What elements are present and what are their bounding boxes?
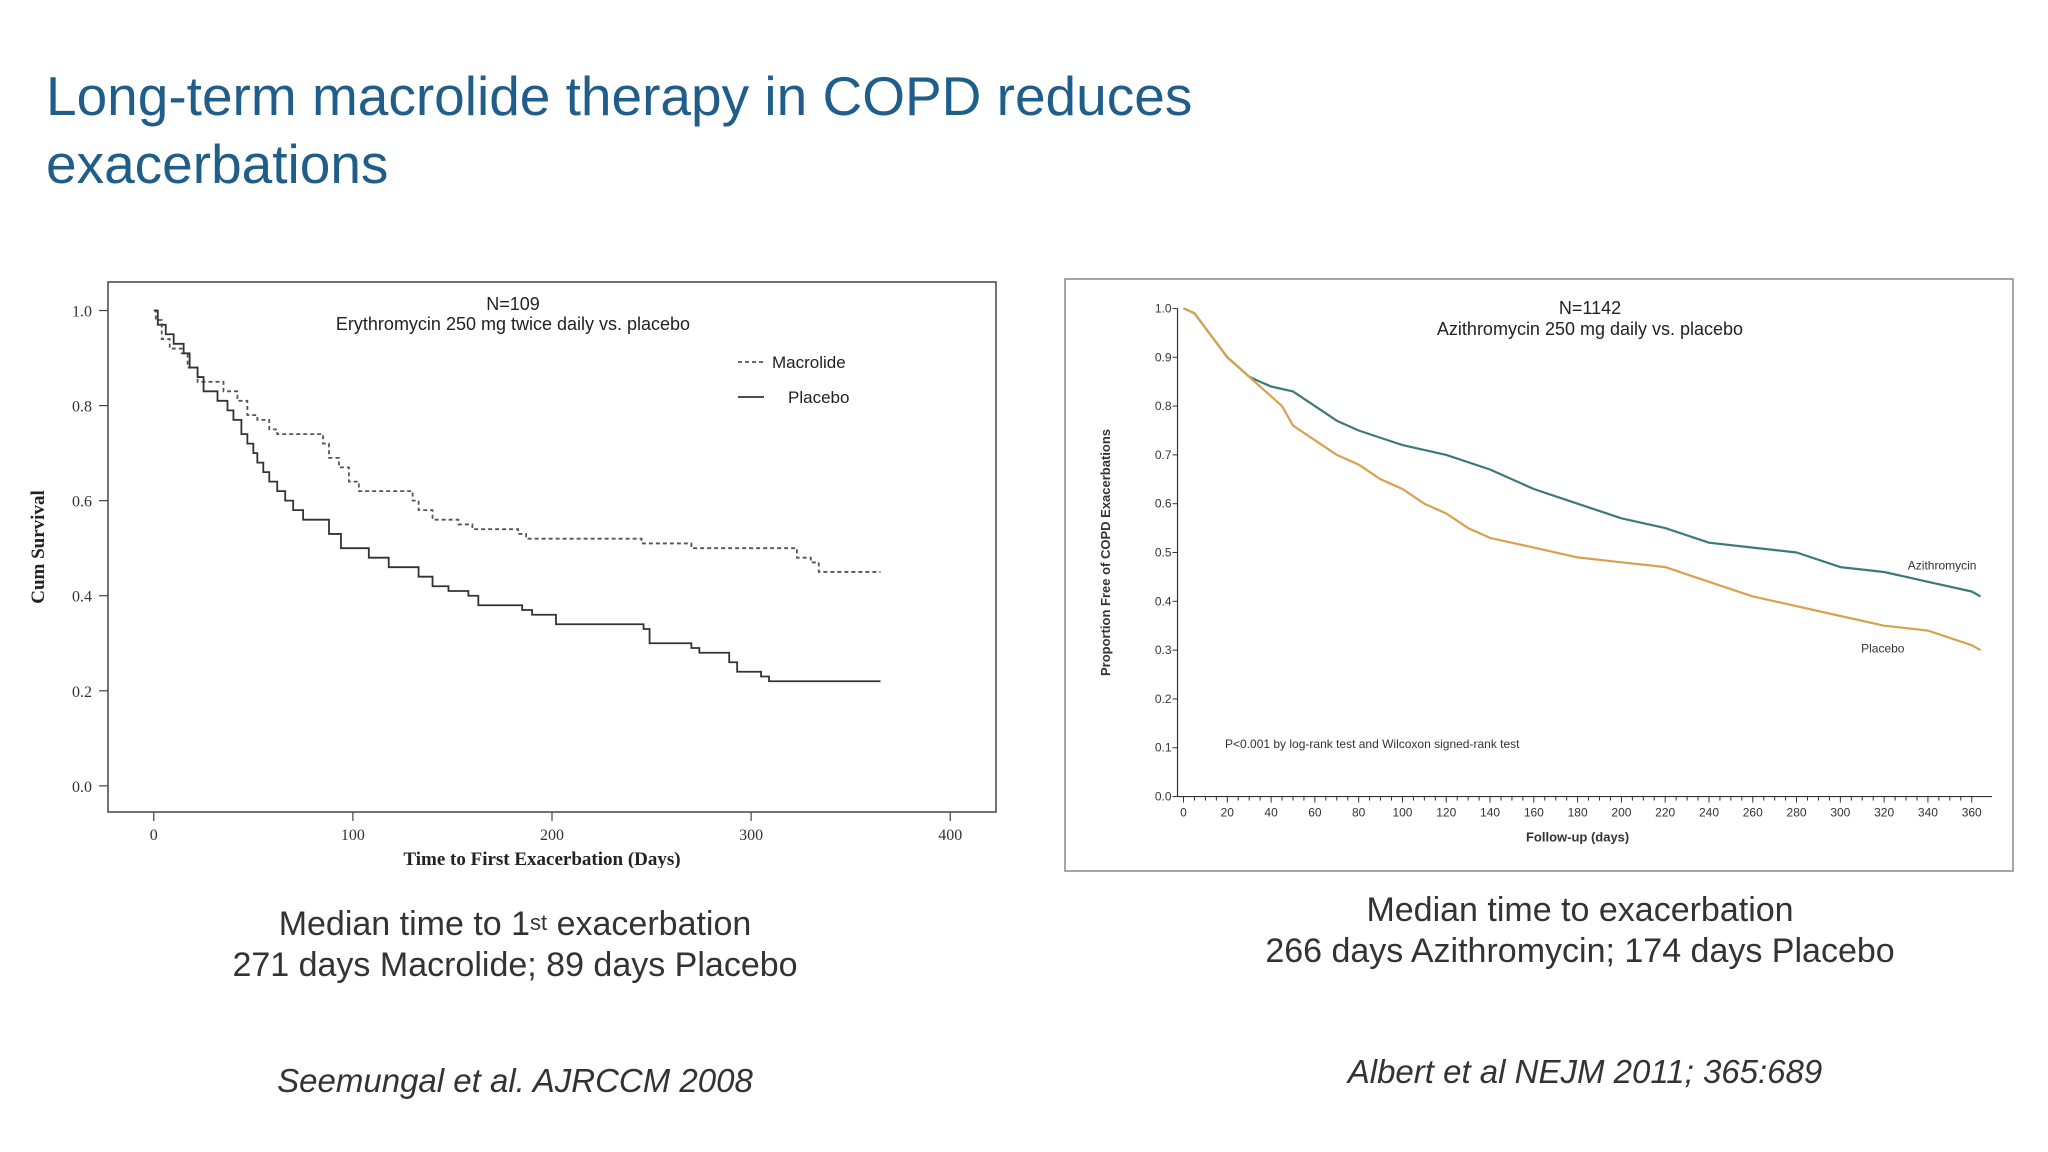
p-value-annotation: P<0.001 by log-rank test and Wilcoxon si…	[1225, 737, 1520, 751]
y-tick-label: 0.5	[1155, 546, 1172, 560]
y-tick-label: 0.4	[1155, 594, 1172, 608]
x-tick-label: 0	[150, 827, 158, 844]
x-tick-label: 320	[1874, 806, 1894, 820]
x-tick-label: 60	[1308, 806, 1322, 820]
x-tick-label: 400	[938, 827, 962, 844]
x-tick-label: 80	[1352, 806, 1366, 820]
right-citation: Albert et al NEJM 2011; 365:689	[1347, 1053, 1823, 1090]
page-title: Long-term macrolide therapy in COPD redu…	[46, 65, 1193, 195]
left-caption: Median time to 1st exacerbation 271 days…	[150, 904, 880, 986]
y-tick-label: 0.0	[72, 779, 92, 796]
erythromycin-survival-chart: 0.0 0.2 0.4 0.6 0.8 1.0 0 100 200 300 400 Time to F…	[20, 268, 1000, 870]
y-tick-label: 0.0	[1155, 790, 1172, 804]
x-tick-label: 20	[1221, 806, 1235, 820]
x-axis-label: Follow-up (days)	[1526, 830, 1629, 845]
plot-frame	[107, 281, 997, 813]
y-tick-label: 0.6	[72, 494, 92, 511]
azithromycin-survival-chart: 0.0 0.1 0.2 0.3 0.4 0.5 0.6 0.7 0.8 0.9 1.0 0 20 40 60…	[1064, 278, 2014, 872]
chart-title: N=109	[486, 294, 540, 314]
right-caption: Median time to exacerbation 266 days Azi…	[1160, 890, 2000, 972]
x-tick-label: 340	[1918, 806, 1938, 820]
x-tick-label: 40	[1264, 806, 1278, 820]
legend-label: Macrolide	[772, 353, 846, 372]
y-tick-label: 0.9	[1155, 350, 1172, 364]
series-line-placebo	[1183, 307, 1982, 652]
legend-label: Placebo	[788, 388, 849, 407]
right-caption-line2: 266 days Azithromycin; 174 days Placebo	[1265, 932, 1895, 970]
y-tick-label: 0.4	[72, 589, 92, 606]
left-caption-line2: 271 days Macrolide; 89 days Placebo	[232, 946, 798, 984]
y-tick-label: 0.2	[1155, 692, 1172, 706]
chart-title: N=1142	[1559, 298, 1621, 318]
x-axis-label: Time to First Exacerbation (Days)	[403, 849, 680, 868]
x-tick-label: 100	[341, 827, 365, 844]
left-caption-superscript: st	[530, 910, 548, 935]
series-label: Azithromycin	[1908, 559, 1977, 573]
left-citation: Seemungal et al. AJRCCM 2008	[277, 1062, 753, 1099]
x-tick-label: 280	[1787, 806, 1807, 820]
x-tick-label: 360	[1962, 806, 1982, 820]
y-tick-label: 0.2	[72, 684, 92, 701]
chart-subtitle: Azithromycin 250 mg daily vs. placebo	[1437, 319, 1743, 339]
left-caption-line1-suffix: exacerbation	[547, 905, 752, 943]
series-line-placebo	[153, 309, 881, 683]
y-tick-label: 0.8	[72, 399, 92, 416]
x-tick-label: 240	[1699, 806, 1719, 820]
y-tick-label: 0.1	[1155, 741, 1172, 755]
azithromycin-chart-svg: 0.0 0.1 0.2 0.3 0.4 0.5 0.6 0.7 0.8 0.9 1.0 0 20 40 60…	[1064, 278, 2014, 872]
x-tick-label: 300	[1830, 806, 1850, 820]
x-tick-label: 200	[1611, 806, 1631, 820]
right-caption-line1: Median time to exacerbation	[1366, 891, 1794, 929]
x-tick-label: 160	[1524, 806, 1544, 820]
y-tick-label: 0.6	[1155, 497, 1172, 511]
chart-subtitle: Erythromycin 250 mg twice daily vs. plac…	[336, 314, 690, 334]
x-tick-label: 120	[1436, 806, 1456, 820]
y-tick-label: 1.0	[1155, 301, 1172, 315]
x-tick-label: 200	[540, 827, 564, 844]
series-line-macrolide	[153, 309, 881, 573]
x-tick-label: 100	[1392, 806, 1412, 820]
series-label: Placebo	[1861, 642, 1905, 656]
y-axis-label: Proportion Free of COPD Exacerbations	[1098, 429, 1113, 676]
x-tick-label: 0	[1180, 806, 1187, 820]
left-caption-line1: Median time to 1st exacerbation	[150, 904, 880, 945]
left-caption-line1-text: Median time to 1	[278, 905, 531, 943]
erythromycin-chart-svg: 0.0 0.2 0.4 0.6 0.8 1.0 0 100 200 300 400 Time to F…	[28, 281, 997, 870]
x-tick-label: 300	[739, 827, 763, 844]
y-axis-label: Cum Survival	[28, 490, 49, 604]
y-tick-label: 0.3	[1155, 643, 1172, 657]
x-tick-label: 260	[1743, 806, 1763, 820]
chart-frame	[1064, 278, 2014, 872]
y-tick-label: 1.0	[72, 304, 92, 321]
x-tick-label: 220	[1655, 806, 1675, 820]
x-tick-label: 180	[1568, 806, 1588, 820]
y-tick-label: 0.7	[1155, 448, 1172, 462]
y-tick-label: 0.8	[1155, 399, 1172, 413]
x-tick-label: 140	[1480, 806, 1500, 820]
